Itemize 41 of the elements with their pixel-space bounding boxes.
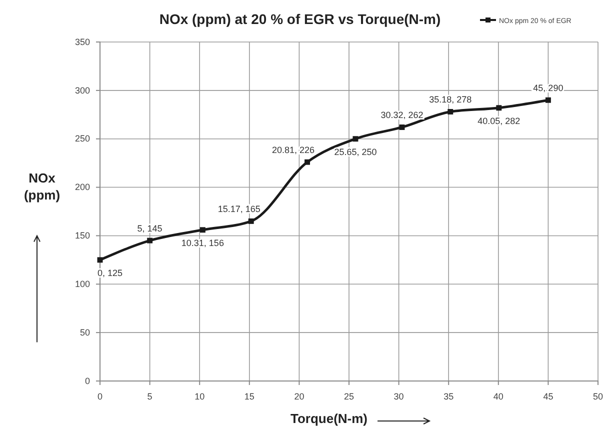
data-label: 40.05, 282 — [478, 116, 520, 126]
point — [545, 97, 551, 103]
y-tick-label: 200 — [74, 182, 90, 192]
point — [448, 109, 454, 114]
y-tick-label: 50 — [80, 327, 90, 338]
x-tick-label: 30 — [394, 391, 404, 402]
data-label: 15.17, 165 — [218, 204, 260, 214]
x-tick-label: 0 — [97, 391, 103, 402]
y-tick-label: 300 — [74, 85, 90, 96]
x-tick-label: 5 — [147, 391, 152, 402]
x-tick-label: 15 — [244, 391, 254, 402]
y-tick-label: 0 — [84, 376, 90, 386]
data-label: 25.65, 250 — [334, 146, 377, 157]
x-tick-label: 20 — [294, 391, 304, 402]
y-tick-label: 150 — [74, 230, 90, 241]
x-tick-label: 25 — [344, 391, 354, 402]
data-label: 45, 290 — [533, 83, 564, 94]
data-label: 5, 145 — [137, 224, 162, 234]
x-tick-label: 35 — [444, 391, 454, 402]
data-label: 20.81, 226 — [272, 145, 315, 156]
data-label: 35.18, 278 — [429, 94, 472, 105]
y-tick-label: 350 — [74, 36, 90, 47]
point — [352, 136, 358, 142]
chart-title: NOx (ppm) at 20 % of EGR vs Torque(N-m) — [159, 11, 441, 27]
x-tick-label: 45 — [543, 391, 554, 402]
y-tick-label: 100 — [74, 279, 90, 290]
point — [147, 238, 153, 244]
data-label: 30.32, 262 — [380, 110, 424, 120]
x-tick-label: 10 — [194, 391, 205, 402]
point — [399, 124, 405, 130]
data-label: 10.31, 156 — [181, 238, 224, 248]
point — [97, 257, 103, 263]
point — [496, 105, 502, 111]
x-tick-label: 40 — [493, 391, 504, 402]
point — [304, 159, 310, 165]
point — [200, 227, 206, 233]
y-axis-title: NOx (ppm) — [24, 170, 60, 202]
x-axis-title: Torque(N-m) — [290, 411, 368, 426]
point — [248, 218, 254, 224]
y-tick-label: 250 — [74, 134, 90, 144]
x-tick-label: 50 — [592, 391, 604, 402]
